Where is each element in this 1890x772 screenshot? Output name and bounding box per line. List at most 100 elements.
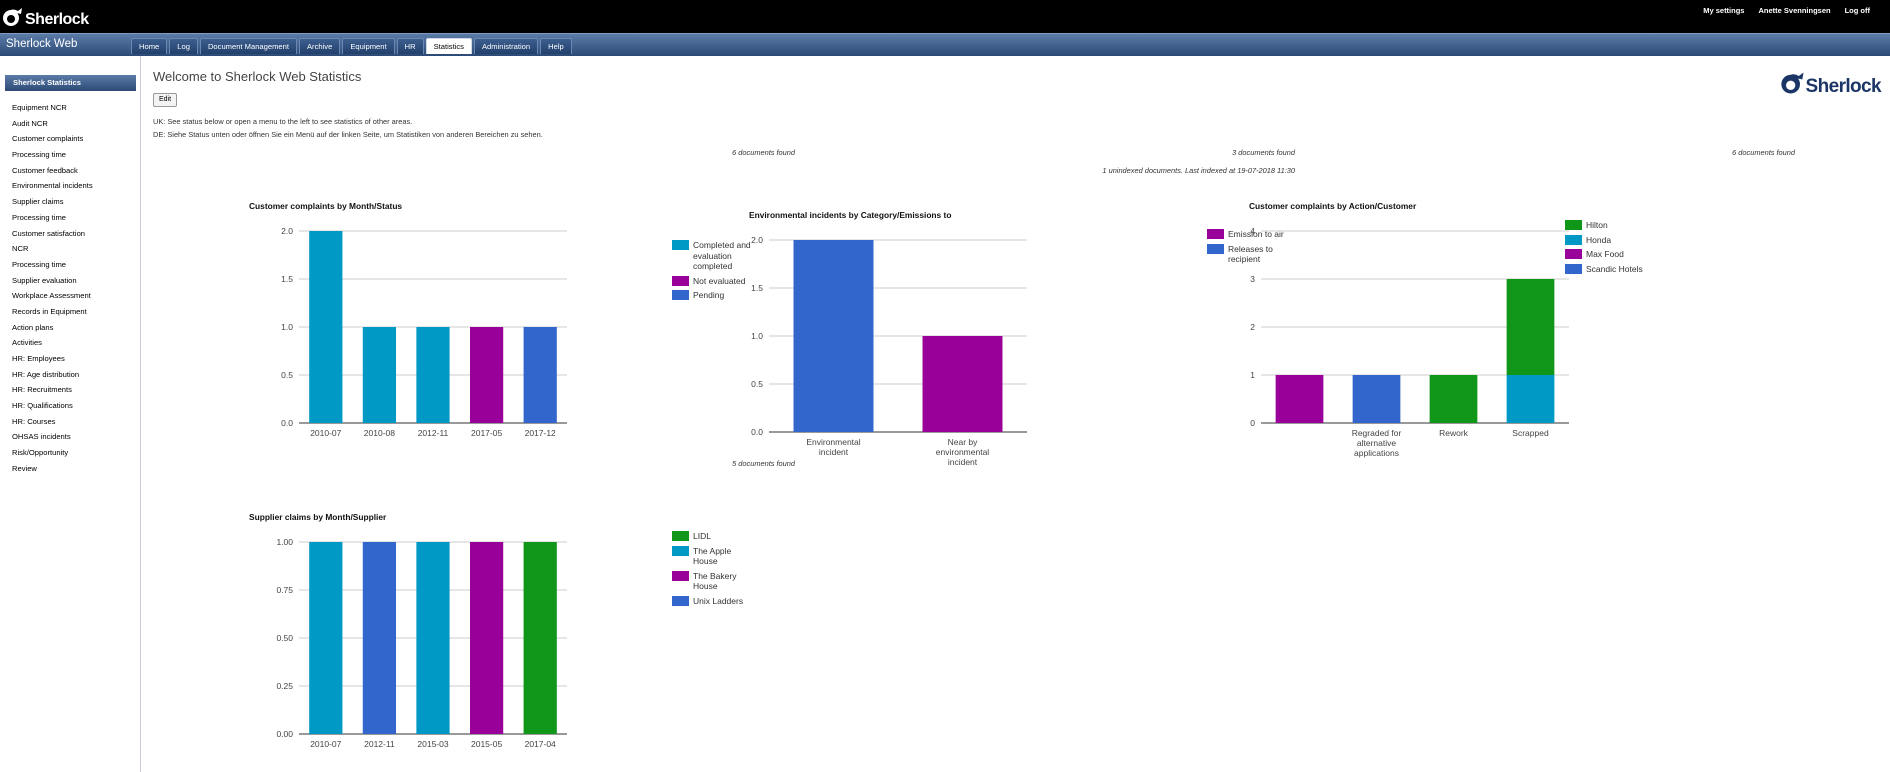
legend-item[interactable]: Scandic Hotels (1565, 263, 1648, 275)
sidebar-item[interactable]: Audit NCR (12, 118, 48, 128)
my-settings-link[interactable]: My settings (1703, 6, 1745, 15)
legend-label: Unix Ladders (693, 595, 744, 606)
y-tick-label: 3 (1250, 274, 1255, 284)
legend-item[interactable]: Not evaluated (672, 275, 755, 287)
top-links: My settings Anette Svenningsen Log off (1703, 6, 1870, 15)
tab-statistics[interactable]: Statistics (425, 38, 472, 54)
sidebar-heading[interactable]: Sherlock Statistics (5, 75, 136, 91)
y-tick-label: 0 (1250, 418, 1255, 428)
chart-plot: 0.00.51.01.52.0EnvironmentalincidentNear… (751, 235, 1027, 467)
sherlock-logo[interactable]: Sherlock (2, 4, 89, 30)
bar[interactable] (1352, 375, 1401, 423)
tab-home[interactable]: Home (131, 38, 168, 54)
bar[interactable] (1506, 279, 1555, 375)
legend-item[interactable]: Hilton (1565, 220, 1648, 231)
y-tick-label: 1 (1250, 370, 1255, 380)
sidebar-item[interactable]: HR: Courses (12, 416, 56, 426)
legend-swatch (672, 545, 689, 556)
x-tick-label: 2017-12 (525, 428, 556, 438)
tab-log[interactable]: Log (169, 38, 198, 54)
legend-swatch (1565, 263, 1582, 274)
legend-swatch (1565, 220, 1582, 230)
x-tick-label: 2015-03 (417, 739, 448, 749)
sidebar-item[interactable]: Customer satisfaction (12, 228, 86, 238)
legend-item[interactable]: Releases to recipient (1207, 243, 1290, 265)
legend-label: Pending (693, 290, 725, 300)
chart-legend: Hilton Honda Max Food Scandic Hotels (1565, 220, 1648, 278)
info-text-uk: UK: See status below or open a menu to t… (153, 117, 413, 126)
main-nav: Sherlock Web Home Log Document Managemen… (0, 33, 1890, 56)
chart-legend: LIDL The Apple House The Bakery House Unix … (672, 531, 755, 610)
bar[interactable] (416, 542, 450, 734)
tab-hr[interactable]: HR (396, 38, 424, 54)
bar[interactable] (1429, 375, 1478, 423)
tab-archive[interactable]: Archive (298, 38, 341, 54)
legend-item[interactable]: Honda (1565, 234, 1648, 246)
legend-label: The Bakery House (693, 570, 737, 592)
bar[interactable] (523, 542, 557, 734)
edit-button[interactable]: Edit (153, 93, 178, 107)
bar[interactable] (793, 240, 874, 432)
legend-item[interactable]: LIDL (672, 531, 755, 542)
tab-equipment[interactable]: Equipment (342, 38, 395, 54)
legend-label: Not evaluated (693, 275, 746, 286)
bar[interactable] (922, 336, 1003, 432)
bar[interactable] (469, 327, 504, 423)
tab-administration[interactable]: Administration (473, 38, 539, 54)
legend-item[interactable]: The Apple House (672, 545, 755, 567)
y-tick-label: 2.0 (751, 235, 763, 245)
log-off-link[interactable]: Log off (1844, 6, 1870, 15)
documents-found-4: 5 documents found (732, 459, 795, 468)
bar[interactable] (1506, 375, 1555, 423)
sidebar-item[interactable]: Risk/Opportunity (12, 448, 69, 458)
x-tick-label: Environmental (806, 437, 860, 447)
legend-swatch (672, 275, 689, 286)
legend-item[interactable]: Emission to air (1207, 229, 1290, 240)
nav-tabs: Home Log Document Management Archive Equ… (131, 38, 572, 54)
sidebar-item[interactable]: OHSAS incidents (12, 432, 71, 442)
sidebar-item[interactable]: NCR (12, 244, 29, 254)
user-name-link[interactable]: Anette Svenningsen (1758, 6, 1831, 15)
sidebar-item[interactable]: HR: Qualifications (12, 401, 73, 411)
bar[interactable] (416, 327, 450, 423)
logo-text: Sherlock (25, 11, 89, 28)
x-tick-label: applications (1354, 448, 1399, 458)
y-tick-label: 0.5 (751, 379, 763, 389)
bar[interactable] (309, 231, 343, 423)
sidebar-item[interactable]: Customer complaints (12, 134, 84, 144)
tab-document-management[interactable]: Document Management (199, 38, 297, 54)
sidebar-item[interactable]: Environmental incidents (12, 181, 93, 191)
bar[interactable] (1275, 375, 1324, 423)
sidebar-item[interactable]: Workplace Assessment (12, 291, 91, 301)
sidebar-item[interactable]: Equipment NCR (12, 103, 67, 112)
sidebar-item[interactable]: HR: Recruitments (12, 385, 72, 395)
chart-legend: Emission to air Releases to recipient (1207, 229, 1290, 269)
sidebar-item[interactable]: Processing time (12, 212, 67, 222)
sidebar-item[interactable]: Records in Equipment (12, 306, 87, 316)
sidebar-item[interactable]: HR: Employees (12, 354, 65, 363)
sidebar-item[interactable]: HR: Age distribution (12, 369, 80, 379)
sidebar-item[interactable]: Activities (12, 338, 42, 348)
sidebar-item[interactable]: Processing time (12, 259, 67, 269)
legend-item[interactable]: Max Food (1565, 249, 1648, 260)
legend-item[interactable]: Pending (672, 290, 755, 301)
sidebar-item[interactable]: Review (12, 463, 37, 473)
bar[interactable] (309, 542, 343, 734)
legend-item[interactable]: Unix Ladders (672, 595, 755, 607)
sidebar-item[interactable]: Supplier claims (12, 197, 64, 207)
sidebar-item[interactable]: Customer feedback (12, 165, 78, 175)
bar[interactable] (523, 327, 557, 423)
legend-label: Honda (1586, 234, 1612, 245)
tab-help[interactable]: Help (540, 38, 572, 54)
legend-item[interactable]: Completed and evaluation completed (672, 240, 755, 272)
bar[interactable] (469, 542, 504, 734)
y-tick-label: 0.00 (276, 729, 293, 739)
sidebar-item[interactable]: Processing time (12, 150, 67, 160)
sidebar-item[interactable]: Action plans (12, 322, 54, 332)
brand-logo-text: Sherlock (1805, 76, 1882, 97)
sherlock-logo-icon (3, 8, 22, 26)
sidebar-item[interactable]: Supplier evaluation (12, 275, 77, 285)
bar[interactable] (362, 542, 397, 734)
bar[interactable] (362, 327, 397, 423)
legend-item[interactable]: The Bakery House (672, 570, 755, 592)
